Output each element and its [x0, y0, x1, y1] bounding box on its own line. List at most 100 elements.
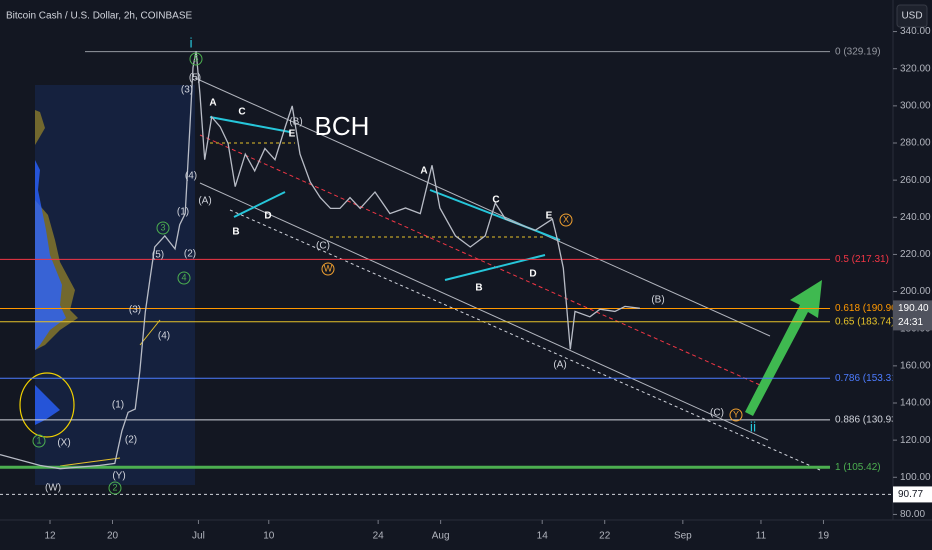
wave-label: A	[209, 98, 216, 109]
y-tick-label: 260.00	[900, 175, 931, 186]
volume-profile-down	[35, 160, 66, 425]
wave-label: (B)	[651, 295, 664, 306]
wave-circle	[108, 481, 122, 495]
fib-label: 0.786 (153.31)	[835, 373, 900, 384]
y-tick-label: 80.00	[900, 509, 925, 520]
wave-label: E	[289, 129, 296, 140]
wave-label: Y	[733, 409, 739, 419]
wave-label: 1	[36, 435, 41, 445]
wave-label: (X)	[57, 438, 70, 449]
x-tick-label: 24	[373, 531, 385, 542]
wave-label: (A)	[553, 360, 566, 371]
wedge-line	[59, 457, 121, 467]
wave-label: X	[563, 214, 569, 224]
price-line	[0, 50, 640, 470]
x-tick-label: 12	[44, 531, 56, 542]
wave-label: 2	[112, 482, 117, 492]
y-tick-label: 320.00	[900, 63, 931, 74]
last-price-tag	[893, 300, 932, 331]
wave-circle	[321, 262, 335, 276]
x-tick-label: 22	[599, 531, 611, 542]
x-tick-label: Jul	[192, 531, 205, 542]
wave-label: B	[475, 283, 482, 294]
wave-label: C	[492, 195, 499, 206]
wave-label: (3)	[181, 85, 193, 96]
x-tick-label: 20	[107, 531, 119, 542]
highlight-circle	[19, 372, 75, 438]
wave-label: (5)	[189, 73, 201, 84]
fib-label: 0.65 (183.74)	[835, 316, 895, 327]
y-tick-label: 140.00	[900, 398, 931, 409]
y-tick-label: 120.00	[900, 435, 931, 446]
up-arrow	[745, 280, 822, 416]
price-axis-bg	[893, 0, 932, 550]
fib-label: 0.886 (130.93)	[835, 414, 900, 425]
marked-level-tag	[893, 486, 932, 503]
wave-circle	[156, 221, 170, 235]
x-tick-label: 14	[537, 531, 549, 542]
y-tick-label: 280.00	[900, 138, 931, 149]
wave-label: 4	[181, 272, 186, 282]
wave-label: D	[264, 211, 271, 222]
wave-label: (3)	[129, 305, 141, 316]
triangle-line	[209, 116, 291, 133]
triangle-line	[233, 191, 286, 218]
y-tick-label: 100.00	[900, 472, 931, 483]
wave-circle	[32, 434, 46, 448]
wave-label: (2)	[125, 435, 137, 446]
wave-label: (W)	[45, 483, 61, 494]
wave-label: (1)	[177, 207, 189, 218]
wave-label: W	[324, 263, 333, 273]
wave-label: (4)	[185, 171, 197, 182]
wave-label: D	[529, 269, 536, 280]
wave-label: (4)	[158, 331, 170, 342]
fib-label: 0 (329.19)	[835, 46, 881, 57]
wave-circle	[189, 52, 203, 66]
x-tick-label: 19	[818, 531, 830, 542]
wave-label: ii	[750, 419, 756, 435]
wave-label: (5)	[152, 250, 164, 261]
wave-label: A	[420, 166, 427, 177]
y-tick-label: 160.00	[900, 360, 931, 371]
wave-circle	[559, 213, 573, 227]
wave-circle	[177, 271, 191, 285]
wave-label: E	[546, 211, 553, 222]
y-tick-label: 300.00	[900, 100, 931, 111]
y-tick-label: 220.00	[900, 249, 931, 260]
wave-label: 5	[193, 53, 198, 63]
y-tick-label: 340.00	[900, 26, 931, 37]
wave-label: (A)	[198, 196, 211, 207]
wave-label: B	[232, 227, 239, 238]
x-tick-label: 10	[263, 531, 275, 542]
countdown: 24:31	[898, 317, 923, 328]
wave-label: BCH	[315, 111, 370, 141]
triangle-line	[429, 189, 561, 241]
y-tick-label: 200.00	[900, 286, 931, 297]
currency[interactable]: USD	[901, 11, 922, 22]
chart-title: Bitcoin Cash / U.S. Dollar, 2h, COINBASE	[6, 11, 193, 22]
wave-circle	[729, 408, 743, 422]
wedge-line	[139, 319, 161, 346]
last-price: 190.40	[898, 303, 929, 314]
currency-button[interactable]	[896, 4, 928, 28]
fib-label: 1 (105.42)	[835, 462, 881, 473]
y-tick-label: 240.00	[900, 212, 931, 223]
wave-label: (C)	[316, 241, 330, 252]
x-tick-label: 11	[756, 531, 767, 542]
x-tick-label: Aug	[432, 531, 450, 542]
midline-dashed	[199, 134, 761, 386]
marked-level-label: 90.77	[898, 489, 923, 500]
channel-top	[194, 77, 771, 337]
wave-label: (B)	[289, 117, 302, 128]
channel-bottom	[199, 182, 769, 441]
wave-label: C	[238, 107, 245, 118]
wave-label: 3	[160, 222, 165, 232]
wave-label: (Y)	[112, 471, 125, 482]
wave-label: (1)	[112, 400, 124, 411]
wave-label: i	[189, 35, 192, 51]
fib-label: 0.618 (190.90)	[835, 303, 900, 314]
x-tick-label: Sep	[674, 531, 692, 542]
fib-label: 0.5 (217.31)	[835, 254, 889, 265]
wave-label: (C)	[710, 408, 724, 419]
